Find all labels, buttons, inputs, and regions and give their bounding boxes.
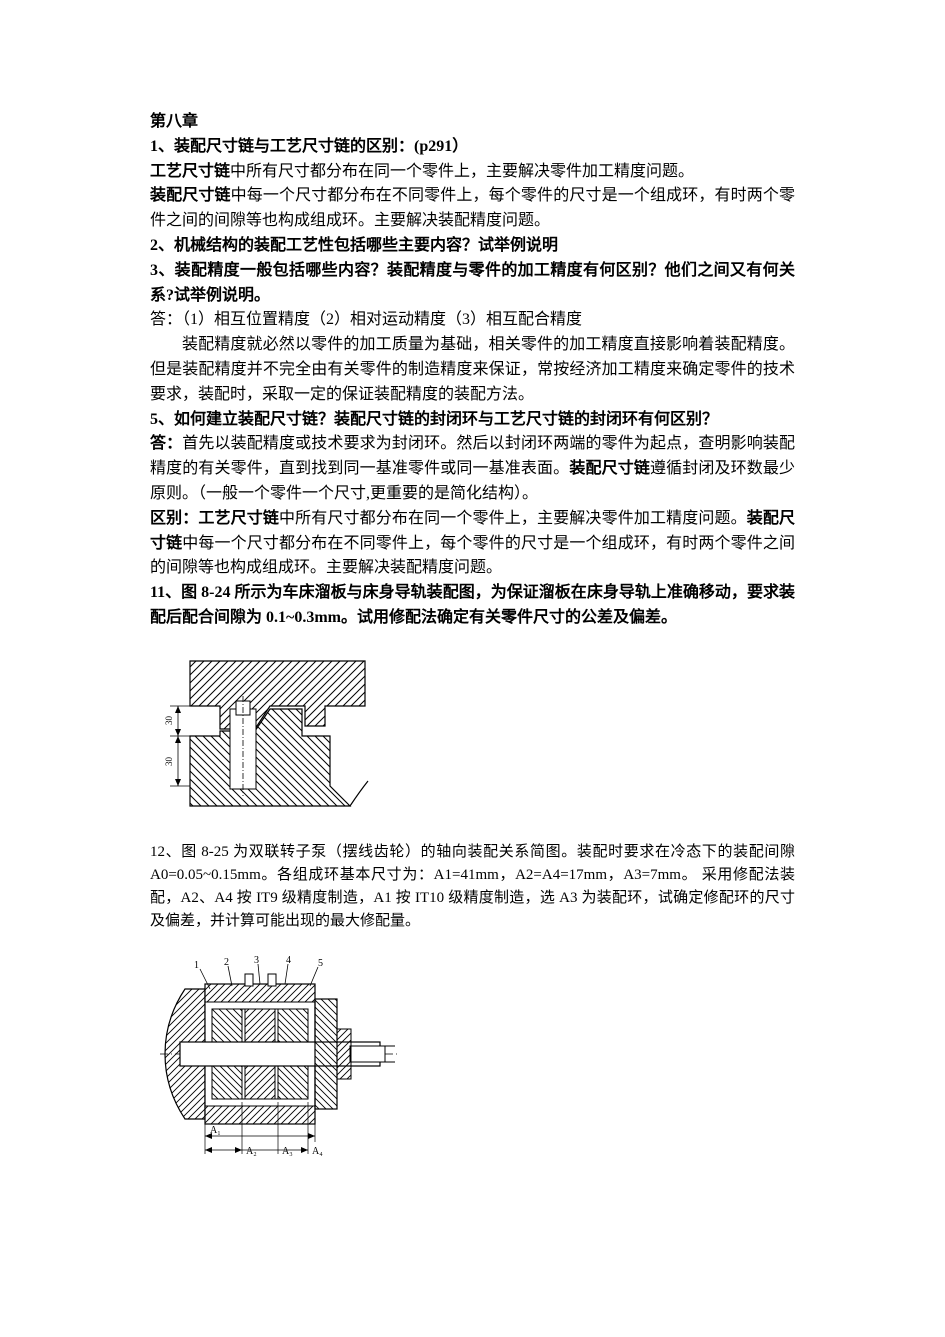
- q1-line2-rest: 中每一个尺寸都分布在不同零件上，每个零件的尺寸是一个组成环，有时两个零件之间的间…: [150, 187, 795, 229]
- q3-ans-para: 装配精度就必然以零件的加工质量为基础，相关零件的加工精度直接影响着装配精度。但是…: [150, 333, 795, 407]
- q1-line1-rest: 中所有尺寸都分布在同一个零件上，主要解决零件加工精度问题。: [230, 163, 694, 180]
- q5-diff-prefix: 区别：: [150, 510, 198, 527]
- figure-8-24-svg: 30 30: [150, 651, 375, 826]
- q3-title: 3、装配精度一般包括哪些内容？装配精度与零件的加工精度有何区别？他们之间又有何关…: [150, 259, 795, 309]
- fig2-label4: 4: [286, 955, 291, 966]
- figure-8-25: 1 2 3 4 5 A₁ A₂: [150, 954, 795, 1169]
- q1-line1: 工艺尺寸链中所有尺寸都分布在同一个零件上，主要解决零件加工精度问题。: [150, 160, 795, 185]
- q2-title: 2、机械结构的装配工艺性包括哪些主要内容？试举例说明: [150, 234, 795, 259]
- q12-body: 12、图 8-25 为双联转子泵（摆线齿轮）的轴向装配关系简图。装配时要求在冷态…: [150, 841, 795, 934]
- fig2-label2: 2: [224, 957, 229, 968]
- q5-ans-bold1: 装配尺寸链: [569, 460, 650, 477]
- document-page: 第八章 1、装配尺寸链与工艺尺寸链的区别：(p291） 工艺尺寸链中所有尺寸都分…: [0, 0, 945, 1264]
- fig2-dim-a4: A₄: [312, 1146, 323, 1157]
- q5-ans: 答：首先以装配精度或技术要求为封闭环。然后以封闭环两端的零件为起点，查明影响装配…: [150, 432, 795, 506]
- q5-title: 5、如何建立装配尺寸链？装配尺寸链的封闭环与工艺尺寸链的封闭环有何区别？: [150, 408, 795, 433]
- q5-diff: 区别：工艺尺寸链中所有尺寸都分布在同一个零件上，主要解决零件加工精度问题。装配尺…: [150, 507, 795, 581]
- fig2-dim-a3: A₃: [282, 1146, 293, 1157]
- fig2-dim-a1: A₁: [210, 1125, 221, 1136]
- chapter-title: 第八章: [150, 110, 795, 135]
- fig2-label3: 3: [254, 955, 259, 966]
- figure-8-25-svg: 1 2 3 4 5 A₁ A₂: [150, 954, 405, 1169]
- q5-ans-prefix: 答：: [150, 435, 182, 452]
- q1-line1-bold: 工艺尺寸链: [150, 163, 230, 180]
- fig2-label5: 5: [318, 958, 323, 969]
- fig1-dim2: 30: [164, 756, 174, 766]
- q1-line2: 装配尺寸链中每一个尺寸都分布在不同零件上，每个零件的尺寸是一个组成环，有时两个零…: [150, 184, 795, 234]
- q5-diff-body2: 中每一个尺寸都分布在不同零件上，每个零件的尺寸是一个组成环，有时两个零件之间的间…: [150, 535, 795, 577]
- fig2-label1: 1: [194, 960, 199, 971]
- q11-title: 11、图 8-24 所示为车床溜板与床身导轨装配图，为保证溜板在床身导轨上准确移…: [150, 581, 795, 631]
- q5-diff-bold1: 工艺尺寸链: [198, 510, 279, 527]
- q1-line2-bold: 装配尺寸链: [150, 187, 231, 204]
- q5-diff-body1: 中所有尺寸都分布在同一个零件上，主要解决零件加工精度问题。: [279, 510, 747, 527]
- figure-8-24: 30 30: [150, 651, 795, 826]
- fig2-dim-a2: A₂: [246, 1146, 257, 1157]
- q3-ans1: 答：（1）相互位置精度（2）相对运动精度（3）相互配合精度: [150, 308, 795, 333]
- q1-title: 1、装配尺寸链与工艺尺寸链的区别：(p291）: [150, 135, 795, 160]
- fig1-dim1: 30: [164, 715, 174, 725]
